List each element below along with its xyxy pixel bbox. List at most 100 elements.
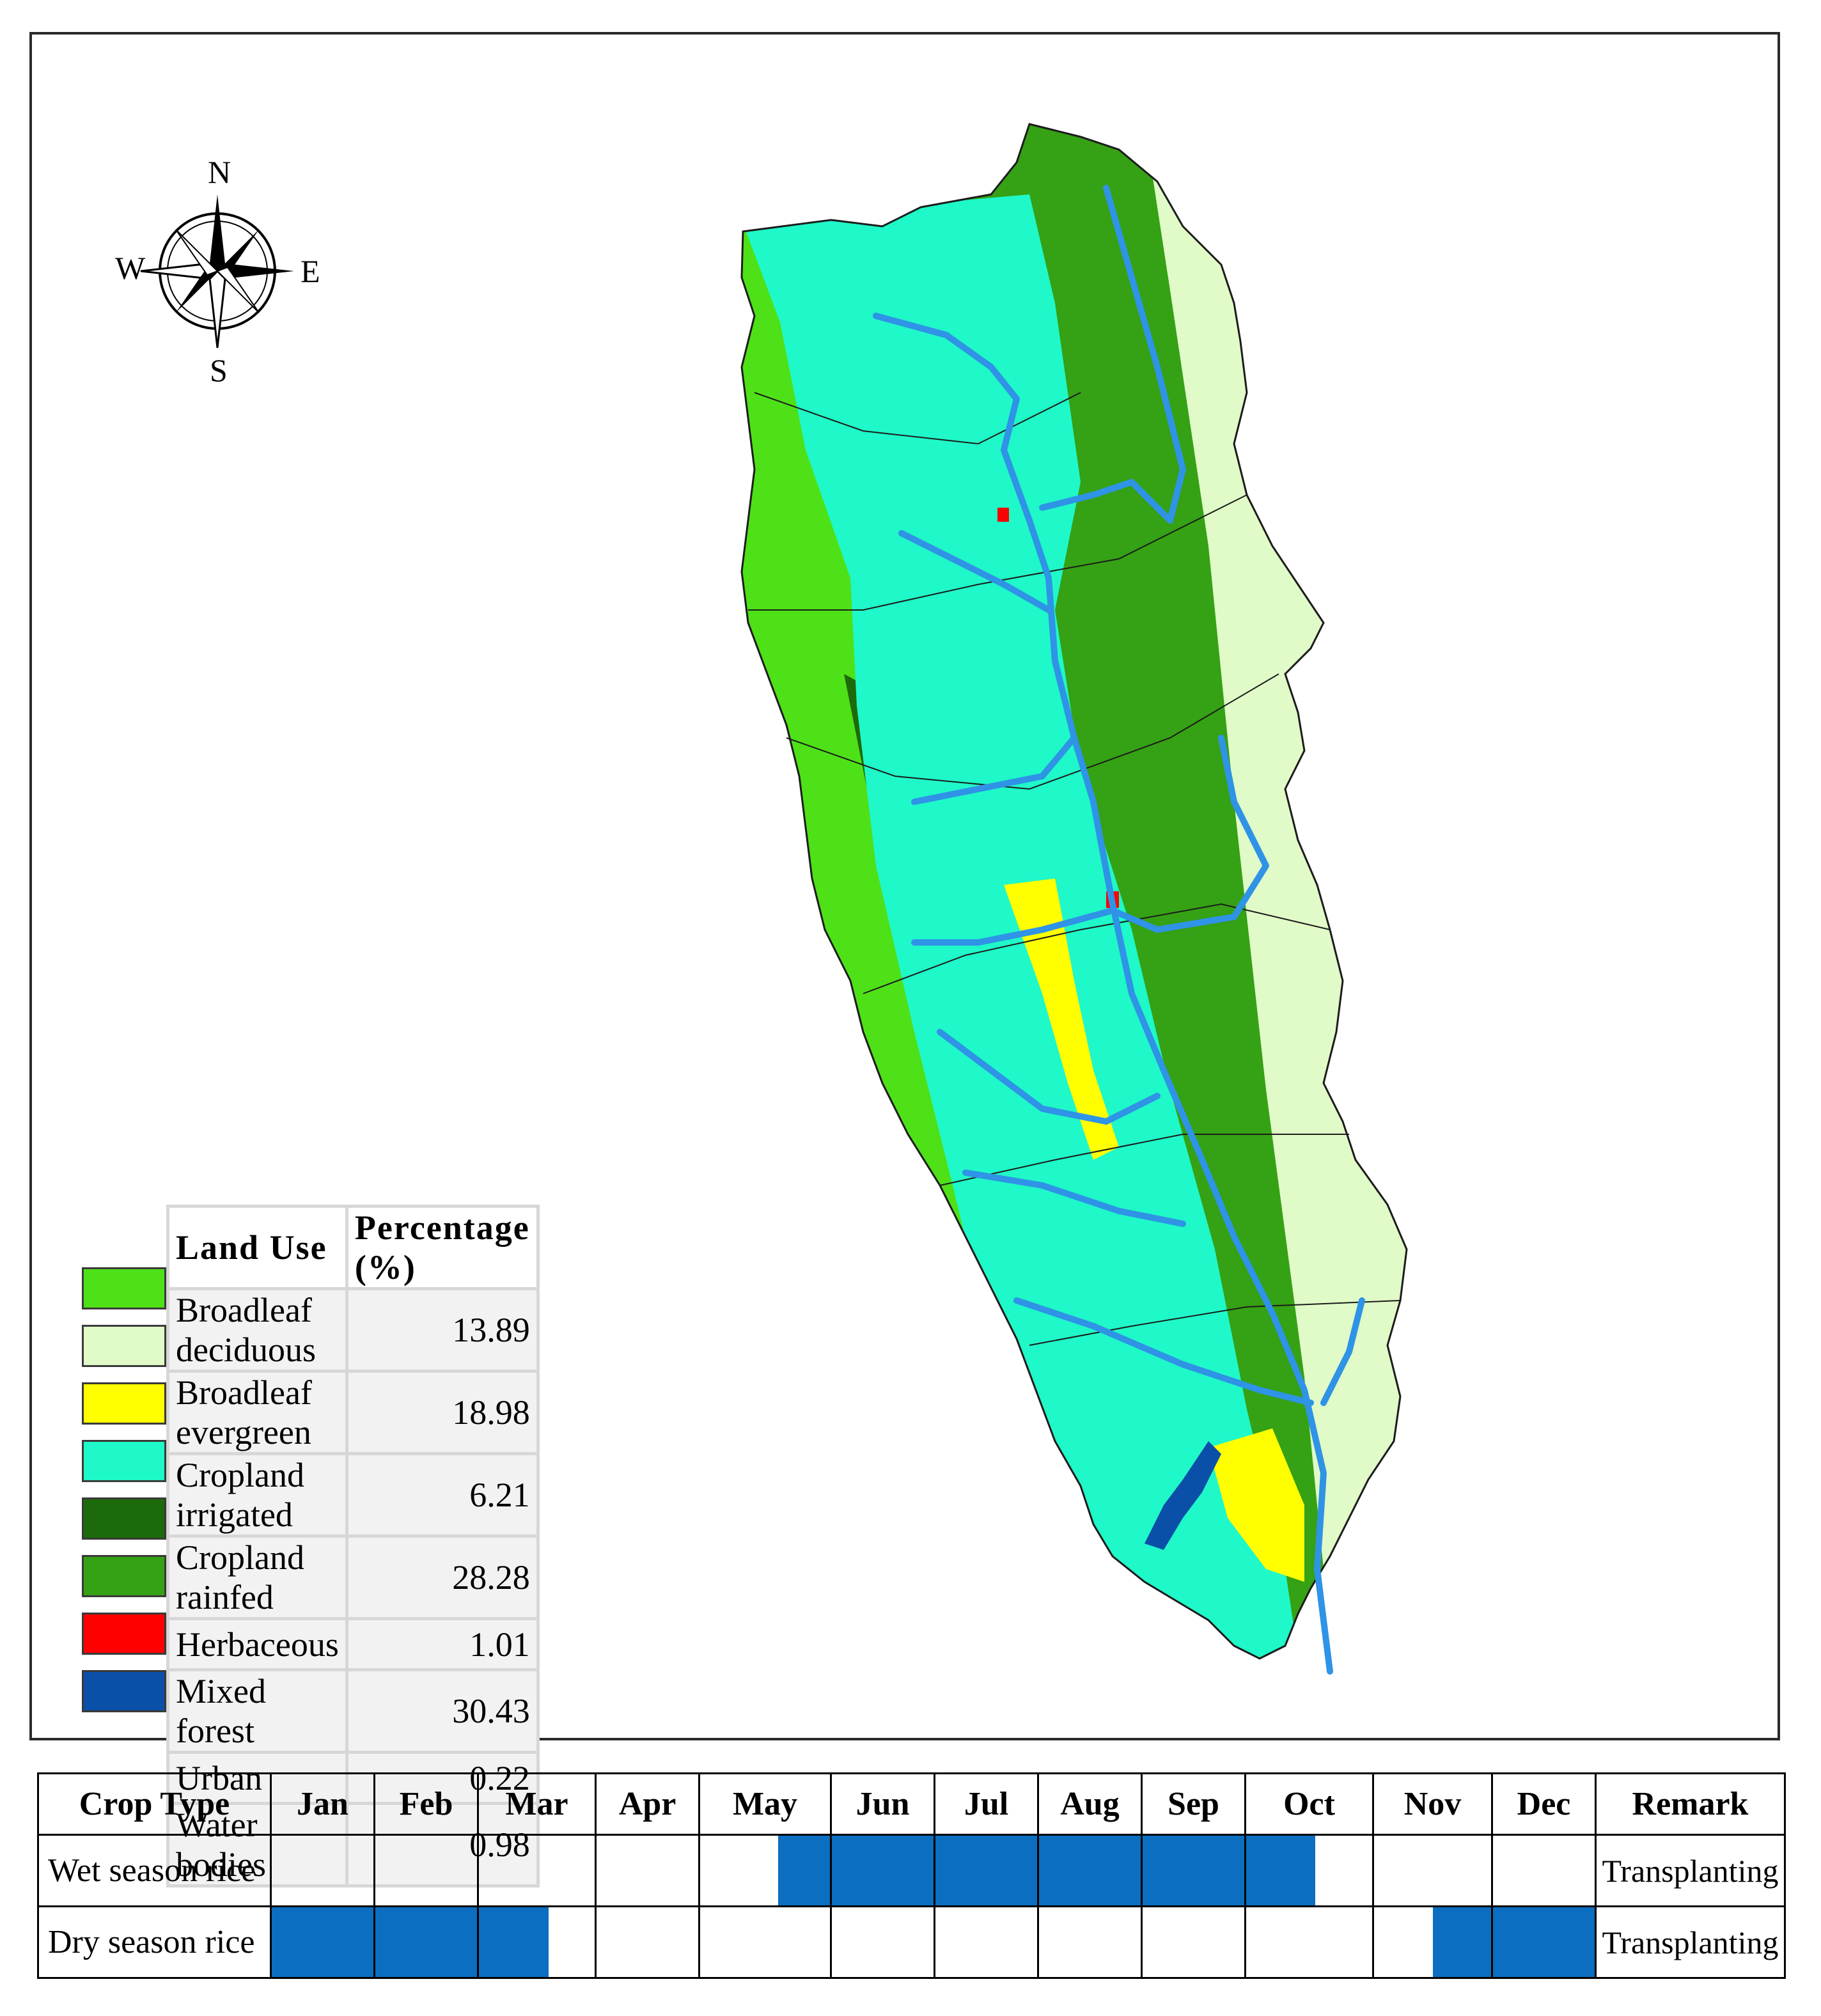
cropland-irrigated-central [1004, 879, 1119, 1160]
growing-period-bar [1493, 1907, 1595, 1977]
growing-period-bar [1039, 1836, 1141, 1905]
compass-star-icon [140, 194, 294, 348]
calendar-header-month: Sep [1141, 1772, 1246, 1836]
legend-color-swatch [82, 1382, 166, 1425]
legend-row: Mixed forest 30.43 [166, 1668, 540, 1754]
legend-row: Cropland rainfed 28.28 [166, 1535, 540, 1620]
legend-land-use-name: Cropland rainfed [166, 1535, 348, 1620]
compass-east-label: E [301, 253, 320, 289]
calendar-header-month: Jul [934, 1772, 1039, 1836]
crop-calendar-table: Crop Type Jan Feb Mar Apr May Jun Jul Aug Sep Oct N… [37, 1772, 1786, 1979]
crop-remark: Transplanting [1595, 1905, 1786, 1979]
month-cell [934, 1834, 1039, 1907]
growing-period-bar [479, 1907, 549, 1977]
mixed-forest-east [1055, 124, 1317, 1659]
legend-color-swatch [82, 1555, 166, 1597]
legend-land-use-name: Broadleaf deciduous [166, 1287, 348, 1373]
month-cell [1141, 1834, 1246, 1907]
calendar-header-month: Feb [373, 1772, 479, 1836]
legend-color-swatch [82, 1670, 166, 1712]
compass-rose-icon: N S E W [102, 143, 332, 386]
crop-calendar-header-row: Crop Type Jan Feb Mar Apr May Jun Jul Aug Sep Oct N… [37, 1772, 1786, 1836]
cropland-irrigated-south [1208, 1428, 1304, 1582]
legend-row: Broadleaf deciduous 13.89 [166, 1287, 540, 1373]
calendar-header-month: Nov [1372, 1772, 1493, 1836]
growing-period-bar [935, 1836, 1037, 1905]
month-cell [477, 1834, 597, 1907]
calendar-header-month: Mar [477, 1772, 597, 1836]
legend-color-swatch [82, 1497, 166, 1540]
month-cell [1244, 1905, 1374, 1979]
crop-calendar-row: Wet season rice Transplanting [37, 1834, 1786, 1907]
legend-row: Cropland irrigated 6.21 [166, 1452, 540, 1538]
legend-color-swatch [82, 1267, 166, 1309]
growing-period-bar [778, 1836, 830, 1905]
month-cell [1244, 1834, 1374, 1907]
legend-percentage-value: 28.28 [345, 1535, 540, 1620]
month-cell [1491, 1834, 1597, 1907]
month-cell [373, 1834, 479, 1907]
growing-period-bar [1432, 1907, 1491, 1977]
map-frame: N S E W Land Use Percentage (%) Broadlea… [29, 32, 1780, 1887]
legend-percentage-value: 1.01 [345, 1617, 540, 1671]
calendar-header-month: Apr [595, 1772, 700, 1836]
month-cell [477, 1905, 597, 1979]
legend-header-row: Land Use Percentage (%) [166, 1205, 540, 1290]
legend-land-use-name: Broadleaf evergreen [166, 1370, 348, 1455]
land-cover-layer [742, 124, 1407, 1659]
month-cell [1491, 1905, 1597, 1979]
month-cell [1037, 1834, 1143, 1907]
legend-land-use-name: Cropland irrigated [166, 1452, 348, 1538]
growing-period-bar [1143, 1836, 1244, 1905]
month-cell [934, 1905, 1039, 1979]
legend-header-land-use: Land Use [166, 1205, 348, 1290]
legend-color-swatch [82, 1440, 166, 1482]
growing-period-bar [272, 1907, 373, 1977]
compass-west-label: W [115, 250, 146, 286]
urban-area-1 [997, 508, 1009, 522]
legend-percentage-value: 18.98 [345, 1370, 540, 1455]
river-network [873, 185, 1365, 1675]
legend-land-use-name: Mixed forest [166, 1668, 348, 1754]
legend-color-swatch [82, 1613, 166, 1655]
legend-percentage-value: 6.21 [345, 1452, 540, 1538]
calendar-header-remark: Remark [1595, 1772, 1786, 1836]
month-cell [270, 1834, 375, 1907]
month-cell [270, 1905, 375, 1979]
calendar-header-month: Oct [1244, 1772, 1374, 1836]
month-cell [698, 1834, 832, 1907]
basin-outline [740, 123, 1408, 1660]
legend-row: Herbaceous 1.01 [166, 1617, 540, 1671]
month-cell [1141, 1905, 1246, 1979]
legend-color-swatch [82, 1325, 166, 1367]
month-cell [595, 1905, 700, 1979]
calendar-header-month: Jan [270, 1772, 375, 1836]
subbasin-boundaries [748, 392, 1401, 1346]
legend-row: Broadleaf evergreen 18.98 [166, 1370, 540, 1455]
land-use-map [740, 123, 1408, 1675]
legend-land-use-name: Herbaceous [166, 1617, 348, 1671]
crop-remark: Transplanting [1595, 1834, 1786, 1907]
compass-north-label: N [208, 154, 231, 190]
month-cell [595, 1834, 700, 1907]
legend-percentage-value: 13.89 [345, 1287, 540, 1373]
growing-period-bar [375, 1907, 477, 1977]
calendar-header-month: Jun [830, 1772, 935, 1836]
growing-period-bar [1246, 1836, 1316, 1905]
crop-type-label: Wet season rice [37, 1834, 272, 1907]
calendar-header-month: Dec [1491, 1772, 1597, 1836]
legend-percentage-value: 30.43 [345, 1668, 540, 1754]
crop-calendar-row: Dry season rice Transplanting [37, 1905, 1786, 1979]
legend-header-percentage: Percentage (%) [345, 1205, 540, 1290]
month-cell [373, 1905, 479, 1979]
crop-type-label: Dry season rice [37, 1905, 272, 1979]
water-body-reservoir [1145, 1441, 1221, 1550]
compass-south-label: S [210, 352, 228, 388]
month-cell [830, 1905, 935, 1979]
month-cell [1372, 1834, 1493, 1907]
growing-period-bar [832, 1836, 934, 1905]
month-cell [830, 1834, 935, 1907]
month-cell [698, 1905, 832, 1979]
calendar-header-crop-type: Crop Type [37, 1772, 272, 1836]
calendar-header-month: May [698, 1772, 832, 1836]
